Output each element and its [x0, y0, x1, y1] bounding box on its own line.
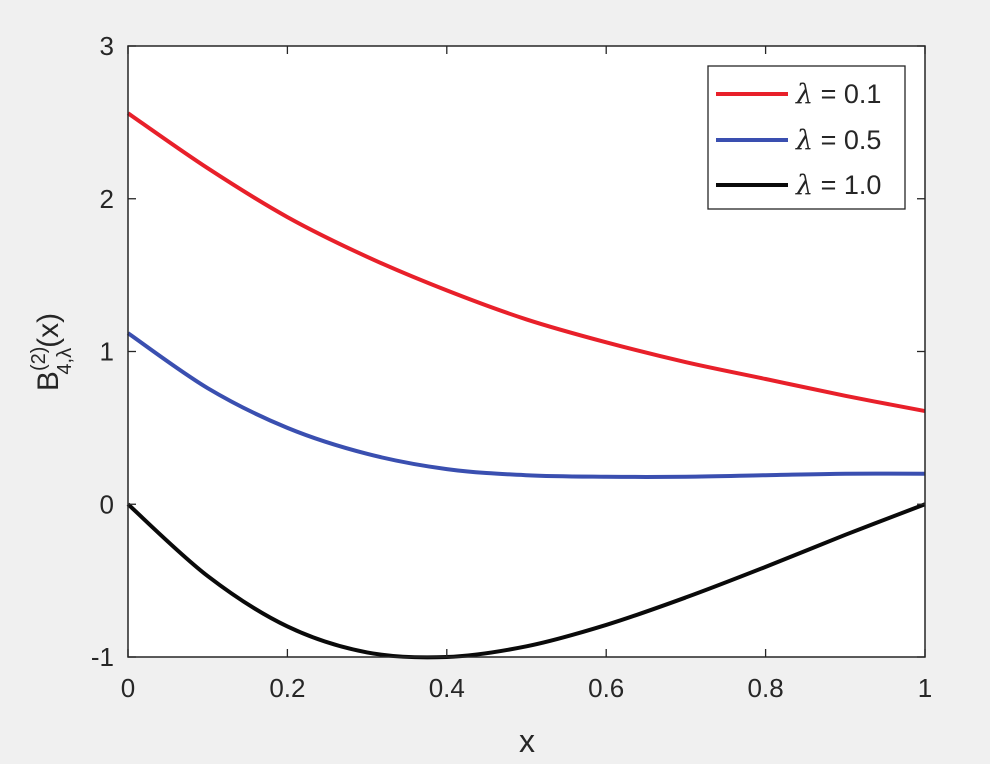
y-axis-label: B(2) 4,λ(x) [28, 313, 76, 391]
series-layer [126, 111, 926, 660]
series-line-0 [126, 111, 926, 414]
x-tick-label-4: 0.8 [748, 673, 784, 703]
y-tick-label-1: 0 [100, 489, 114, 519]
y-tick-label-3: 2 [100, 184, 114, 214]
y-tick-label-2: 1 [100, 337, 114, 367]
x-tick-label-5: 1 [918, 673, 932, 703]
x-axis-label: x [519, 723, 535, 759]
legend-item-2: λ = 1.0 [716, 170, 881, 201]
y-tick-label-0: -1 [91, 642, 114, 672]
y-axis-label-base: B [32, 371, 65, 391]
legend-item-1: λ = 0.5 [716, 125, 881, 156]
series-line-1 [126, 331, 926, 479]
legend-label-2: λ = 1.0 [795, 170, 881, 201]
legend: λ = 0.1 λ = 0.5 λ = 1.0 [707, 65, 906, 210]
x-tick-label-1: 0.2 [269, 673, 305, 703]
legend-label-1: λ = 0.5 [795, 125, 881, 156]
y-tick-label-4: 3 [100, 31, 114, 61]
legend-item-0: λ = 0.1 [716, 79, 881, 110]
x-tick-label-2: 0.4 [429, 673, 465, 703]
y-axis-label-subscript: 4,λ [54, 348, 76, 375]
y-axis-label-text: B(2) 4,λ(x) [28, 313, 76, 391]
x-tick-label-3: 0.6 [588, 673, 624, 703]
legend-label-0: λ = 0.1 [795, 79, 881, 110]
y-axis-label-superscript: (2) [28, 347, 50, 371]
series-line-2 [126, 502, 926, 660]
x-tick-label-0: 0 [121, 673, 135, 703]
y-axis-label-suffix: (x) [32, 313, 65, 348]
